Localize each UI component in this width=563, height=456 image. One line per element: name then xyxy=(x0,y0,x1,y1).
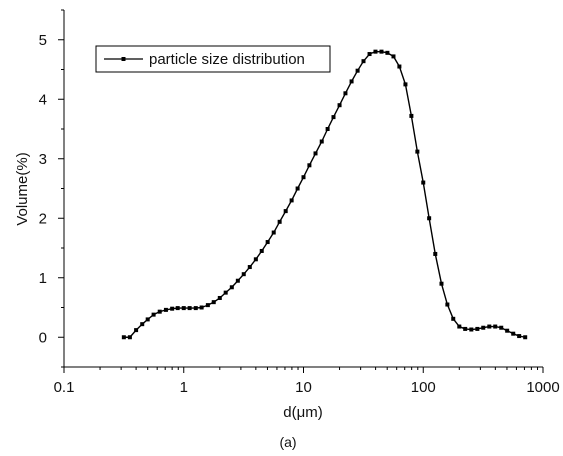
data-point xyxy=(247,265,252,270)
data-point xyxy=(517,334,522,339)
data-point xyxy=(415,149,420,154)
y-tick-label: 1 xyxy=(39,270,47,287)
x-tick-label: 0.1 xyxy=(54,379,75,396)
data-point xyxy=(259,248,264,253)
legend-label: particle size distribution xyxy=(149,51,305,68)
data-point xyxy=(385,50,390,55)
figure-caption: (a) xyxy=(279,434,296,450)
series-line xyxy=(123,50,526,338)
x-tick-label: 10 xyxy=(295,379,312,396)
data-point xyxy=(283,209,288,214)
data-point xyxy=(295,186,300,191)
data-point xyxy=(187,306,192,311)
data-point xyxy=(211,300,216,305)
data-point xyxy=(163,307,168,312)
data-point xyxy=(127,335,132,340)
data-point xyxy=(277,219,282,224)
data-point xyxy=(265,240,270,245)
data-point xyxy=(373,49,378,54)
y-tick-label: 3 xyxy=(39,151,47,168)
x-tick-label: 1 xyxy=(180,379,188,396)
data-point xyxy=(151,312,156,317)
data-point xyxy=(145,317,150,322)
data-point xyxy=(331,115,336,120)
data-point xyxy=(391,54,396,59)
data-point xyxy=(175,306,180,311)
data-point xyxy=(157,309,162,314)
data-point xyxy=(355,68,360,73)
data-point xyxy=(427,216,432,221)
data-point xyxy=(487,324,492,329)
x-axis-title: d(μm) xyxy=(283,404,322,421)
data-point xyxy=(271,230,276,235)
data-point xyxy=(217,295,222,300)
data-point xyxy=(421,180,426,185)
data-point xyxy=(301,175,306,180)
data-point xyxy=(493,324,498,329)
data-point xyxy=(193,306,198,311)
x-tick-label: 1000 xyxy=(526,379,559,396)
data-point xyxy=(241,272,246,277)
data-point xyxy=(349,79,354,84)
data-point xyxy=(457,324,462,329)
data-point xyxy=(229,285,234,290)
tick-labels: 0.1 1 10 100 1000 0 1 2 3 4 5 xyxy=(39,32,560,396)
y-tick-label: 2 xyxy=(39,210,47,227)
y-tick-label: 4 xyxy=(39,91,47,108)
y-tick-label: 5 xyxy=(39,32,47,49)
data-point xyxy=(289,198,294,203)
data-point xyxy=(170,306,175,311)
data-point xyxy=(199,305,204,310)
data-point xyxy=(403,82,408,87)
data-point xyxy=(475,326,480,331)
data-point xyxy=(223,290,228,295)
data-point xyxy=(134,328,139,333)
legend-marker xyxy=(121,57,126,61)
data-point xyxy=(451,316,456,321)
data-point xyxy=(469,327,474,332)
y-axis-title: Volume(%) xyxy=(14,152,31,225)
data-point xyxy=(319,139,324,144)
data-point xyxy=(235,278,240,283)
data-point xyxy=(523,335,528,340)
data-point xyxy=(505,328,510,333)
data-point xyxy=(397,64,402,69)
data-point xyxy=(361,59,366,64)
data-point xyxy=(140,322,145,327)
data-point xyxy=(121,335,126,340)
data-point xyxy=(481,325,486,330)
data-point xyxy=(439,281,444,286)
x-tick-label: 100 xyxy=(411,379,436,396)
y-tick-label: 0 xyxy=(39,329,47,346)
data-point xyxy=(463,326,468,331)
data-point xyxy=(379,49,384,54)
legend: particle size distribution xyxy=(95,45,331,73)
data-point xyxy=(307,163,312,168)
data-point xyxy=(367,52,372,57)
series-layer xyxy=(121,49,528,340)
data-point xyxy=(511,331,516,336)
data-point xyxy=(181,306,186,311)
data-point xyxy=(343,91,348,96)
ticks xyxy=(58,9,544,373)
data-point xyxy=(433,251,438,256)
data-point xyxy=(253,257,258,262)
data-point xyxy=(445,302,450,307)
data-point xyxy=(337,103,342,108)
data-point xyxy=(313,151,318,156)
data-point xyxy=(325,127,330,131)
data-point xyxy=(499,325,504,330)
data-point xyxy=(409,113,414,118)
data-point xyxy=(205,303,210,308)
